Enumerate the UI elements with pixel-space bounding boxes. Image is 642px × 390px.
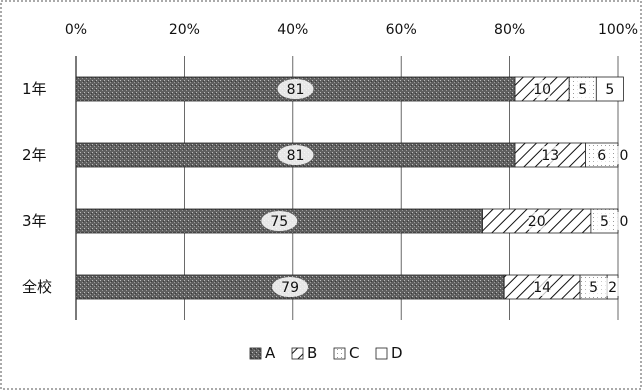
x-axis-ticks: 0% 20% 40% 60% 80% 100% [65,22,638,38]
legend-label-D: D [391,344,403,362]
data-label-bg [534,80,551,98]
data-label-A: 81 [287,148,305,164]
data-label-bg [272,277,309,297]
data-label-bg [277,79,314,99]
data-label-bg [596,212,613,230]
data-label-A: 75 [270,214,288,230]
data-label-D: 0 [620,148,629,164]
data-label-bg [261,211,298,231]
data-label-bg [528,212,545,230]
data-label-bg [616,146,632,164]
data-label-D: 0 [620,214,629,230]
data-label-bg [585,278,602,296]
x-tick-label: 80% [494,22,525,38]
data-label-C: 6 [597,148,606,164]
bars: 81 10 5 581 13 6 075 20 5 079 14 5 2 [75,76,632,300]
data-label-bg [604,278,621,296]
data-label-bg [616,212,632,230]
data-label-B: 14 [533,280,551,296]
legend: A B C D [249,344,403,362]
data-label-bg [593,146,610,164]
x-tick-label: 100% [598,22,638,38]
legend-label-A: A [265,344,276,362]
legend-swatch-B [291,347,304,360]
data-label-B: 10 [533,82,551,98]
x-tick-label: 40% [277,22,308,38]
data-label-A: 81 [287,82,305,98]
data-label-D: 2 [608,280,617,296]
data-label-A: 79 [281,280,299,296]
legend-label-B: B [307,344,317,362]
data-label-bg [574,80,591,98]
data-label-C: 5 [600,214,609,230]
data-label-D: 5 [605,82,614,98]
data-label-B: 13 [541,148,559,164]
legend-swatch-D [375,347,388,360]
data-label-C: 5 [578,82,587,98]
legend-label-C: C [349,344,359,362]
legend-swatch-A [249,347,262,360]
data-label-B: 20 [528,214,546,230]
x-tick-label: 20% [169,22,200,38]
category-label: 2年 [22,146,47,164]
legend-swatch-C [333,347,346,360]
data-label-bg [534,278,551,296]
data-label-bg [601,80,618,98]
data-label-bg [277,145,314,165]
x-tick-label: 0% [65,22,87,38]
category-label: 3年 [22,212,47,230]
category-label: 全校 [22,278,52,296]
data-label-C: 5 [589,280,598,296]
category-label: 1年 [22,80,47,98]
data-label-bg [542,146,559,164]
x-tick-label: 60% [386,22,417,38]
